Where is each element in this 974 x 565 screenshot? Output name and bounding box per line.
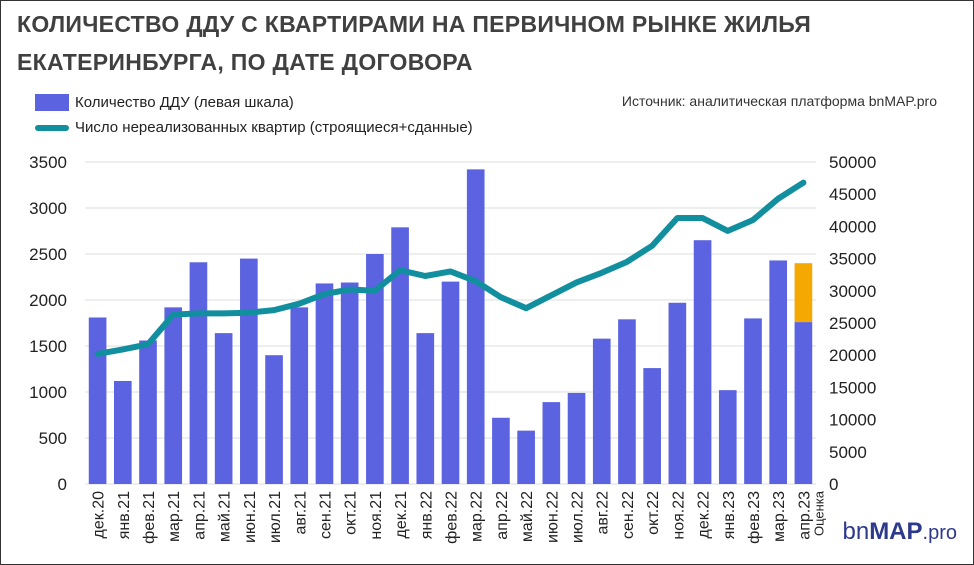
bar — [517, 430, 535, 484]
bar — [567, 392, 586, 484]
right-tick-label: 10000 — [829, 411, 876, 430]
x-tick-label: апр.22 — [494, 491, 511, 540]
bar — [113, 380, 132, 484]
x-tick-label: янв.23 — [721, 491, 738, 539]
x-tick-label: окт.21 — [343, 491, 360, 535]
left-tick-label: 0 — [58, 475, 67, 494]
x-tick-label: июн.22 — [544, 491, 561, 543]
left-tick-label: 1500 — [29, 337, 67, 356]
x-tick-label: янв.21 — [116, 491, 133, 539]
right-tick-label: 25000 — [829, 314, 876, 333]
x-tick-label: мар.22 — [469, 491, 486, 542]
x-tick-label: авг.22 — [595, 491, 612, 535]
bar — [668, 302, 687, 484]
bar — [794, 322, 813, 484]
legend-item-line: Число нереализованных квартир (строящиес… — [35, 119, 473, 136]
x-tick-label: фев.21 — [141, 491, 158, 544]
chart-title-line2: ЕКАТЕРИНБУРГА, ПО ДАТЕ ДОГОВОРА — [17, 49, 473, 75]
left-tick-label: 2500 — [29, 245, 67, 264]
x-tick-label: сен.22 — [620, 491, 637, 539]
right-tick-label: 50000 — [829, 153, 876, 172]
right-tick-label: 35000 — [829, 250, 876, 269]
right-tick-label: 45000 — [829, 185, 876, 204]
x-tick-label: ноя.21 — [368, 491, 385, 540]
bar — [391, 227, 409, 484]
legend-swatch-line — [35, 124, 69, 131]
x-tick-label: дек.21 — [393, 491, 410, 539]
bar — [718, 390, 737, 484]
x-tick-label: авг.21 — [292, 491, 309, 535]
right-tick-label: 0 — [829, 475, 838, 494]
right-tick-label: 20000 — [829, 346, 876, 365]
x-tick-label: дек.22 — [696, 491, 713, 539]
x-tick-label: дек.20 — [91, 491, 108, 539]
left-tick-label: 2000 — [29, 291, 67, 310]
bar — [189, 262, 208, 484]
bar — [693, 240, 712, 484]
x-tick-label: сен.21 — [317, 491, 334, 539]
bar — [592, 338, 611, 484]
bar — [164, 307, 183, 484]
legend-label-line: Число нереализованных квартир (строящиес… — [75, 119, 473, 136]
bar — [290, 307, 309, 484]
x-tick-label: май.22 — [519, 491, 536, 542]
bar — [618, 319, 636, 484]
left-tick-label: 500 — [39, 429, 67, 448]
legend-label-bars: Количество ДДУ (левая шкала) — [75, 94, 294, 111]
bar — [769, 260, 788, 484]
x-tick-label: мар.21 — [166, 491, 183, 542]
bar — [441, 281, 460, 484]
x-tick-label: июн.21 — [242, 491, 259, 543]
x-tick-label: мар.23 — [771, 491, 788, 542]
bar — [744, 318, 762, 484]
right-tick-label: 15000 — [829, 378, 876, 397]
x-tick-label: янв.22 — [418, 491, 435, 539]
bnmap-logo: bnMAP.pro — [842, 518, 957, 545]
bar — [88, 317, 107, 484]
bar — [139, 340, 157, 484]
bar — [366, 254, 384, 484]
bar — [315, 283, 334, 484]
x-tick-label: фев.23 — [746, 491, 763, 544]
right-tick-label: 30000 — [829, 282, 876, 301]
bar — [466, 169, 485, 485]
bar — [340, 282, 359, 484]
source-note: Источник: аналитическая платформа bnMAP.… — [621, 93, 937, 109]
legend-item-bars: Количество ДДУ (левая шкала) — [35, 94, 294, 111]
x-tick-label: апр.23 — [796, 491, 813, 540]
estimate-note: Оценка — [811, 490, 826, 536]
unsold-apartments-line — [94, 179, 807, 357]
bar — [416, 333, 435, 484]
bar — [492, 417, 510, 484]
bar — [643, 368, 661, 484]
legend-swatch-bars — [35, 94, 69, 111]
bar — [542, 402, 561, 484]
x-tick-label: июл.22 — [570, 491, 587, 543]
x-tick-label: окт.22 — [645, 491, 662, 535]
bar — [265, 355, 283, 484]
right-tick-label: 40000 — [829, 217, 876, 236]
left-tick-label: 1000 — [29, 383, 67, 402]
right-tick-label: 5000 — [829, 443, 867, 462]
x-tick-label: июл.21 — [267, 491, 284, 543]
bar — [240, 258, 258, 484]
x-tick-label: апр.21 — [191, 491, 208, 540]
left-tick-label: 3000 — [29, 199, 67, 218]
x-tick-label: фев.22 — [444, 491, 461, 544]
x-tick-label: май.21 — [217, 491, 234, 542]
left-tick-label: 3500 — [29, 153, 67, 172]
chart-title-line1: КОЛИЧЕСТВО ДДУ С КВАРТИРАМИ НА ПЕРВИЧНОМ… — [17, 11, 812, 37]
x-tick-label: ноя.22 — [670, 491, 687, 540]
bar — [214, 333, 233, 484]
bar-estimate — [794, 263, 813, 323]
